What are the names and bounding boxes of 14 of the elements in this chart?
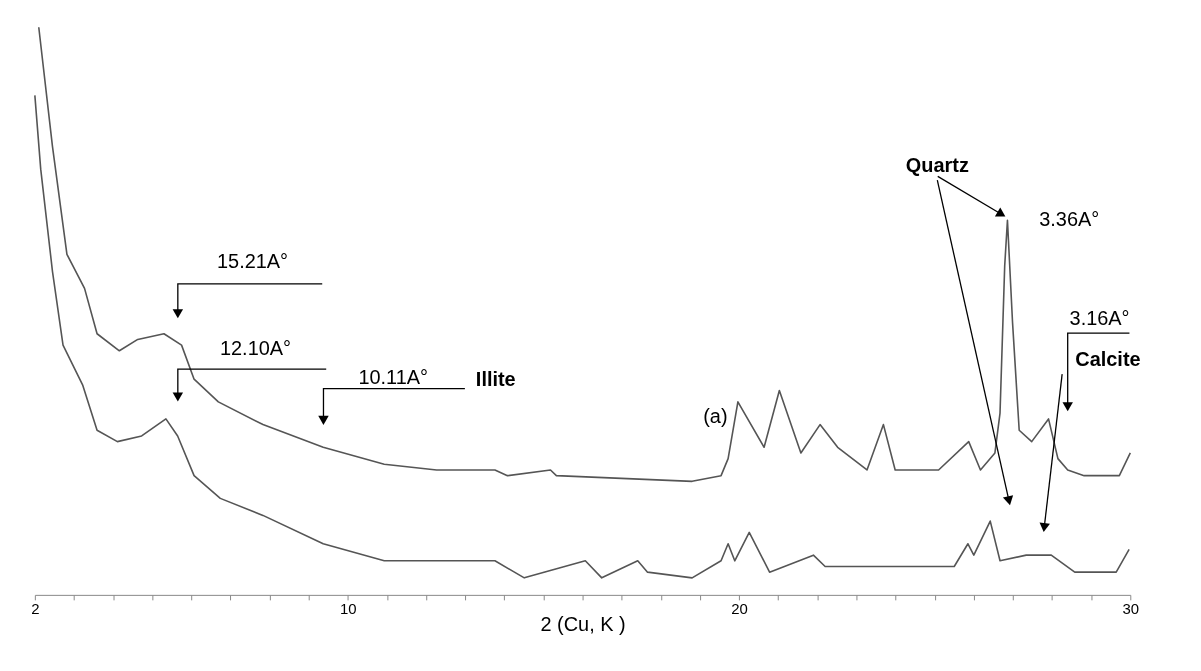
annotation: 10.11A°: [358, 365, 428, 388]
annotation: 3.36A°: [1039, 208, 1100, 231]
annotation: Quartz: [905, 154, 969, 177]
annotation: (a): [703, 404, 728, 427]
x-tick-label: 30: [1122, 600, 1140, 618]
annotation: 3.16A°: [1069, 307, 1130, 330]
x-tick-label: 2: [31, 600, 40, 618]
x-tick-label: 20: [731, 600, 748, 618]
annotation: 15.21A°: [216, 250, 289, 273]
x-axis-title: 2 (Cu, K ): [540, 613, 626, 636]
annotation: Calcite: [1075, 348, 1141, 371]
annotation: 12.10A°: [219, 337, 292, 360]
annotation: Illite: [475, 367, 516, 390]
x-tick-label: 10: [340, 600, 357, 618]
